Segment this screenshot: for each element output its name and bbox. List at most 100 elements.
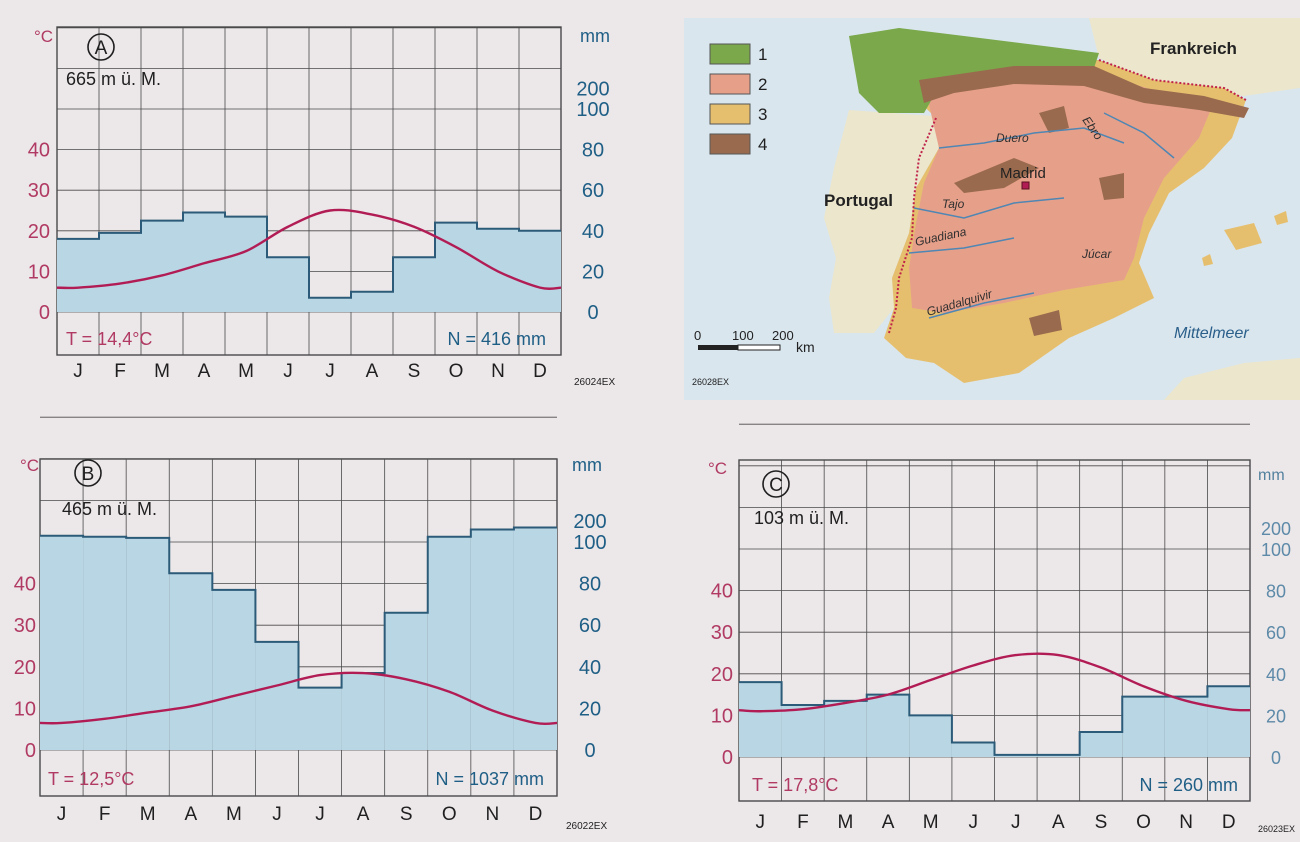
legend-swatch-3 [709, 103, 751, 125]
month-label: A [198, 361, 211, 382]
balearic-island-tiny [1202, 254, 1213, 266]
scale-unit: km [796, 339, 815, 355]
annual-temp-label: T = 14,4°C [66, 329, 152, 349]
precip-bar [781, 705, 825, 757]
zone-4-pyrenees [919, 66, 1249, 118]
precip-bar [99, 232, 141, 312]
precip-bar [1207, 686, 1250, 757]
precip-bar [40, 535, 84, 750]
precip-unit-label: mm [572, 455, 602, 475]
month-label: M [154, 361, 170, 382]
precip-bar [393, 257, 435, 312]
month-label: J [57, 804, 67, 825]
spain-relief-map: 1 2 3 4 Frankreich Portugal Madrid Duero… [684, 18, 1300, 400]
temperature-curve [39, 671, 558, 726]
month-label: M [140, 804, 156, 825]
month-label: O [1136, 812, 1151, 833]
zone-2-land [909, 73, 1214, 313]
climate-chart-a: °C mm A 665 m ü. M. T = 14,4°C N = 416 m… [28, 26, 616, 388]
precip-bar [126, 537, 170, 750]
chart-label-c: C [769, 475, 783, 496]
precip-bar [519, 230, 561, 312]
legend-swatch-1 [709, 43, 751, 65]
portugal-land [824, 110, 939, 333]
precip-bar [951, 742, 995, 757]
month-label: J [968, 812, 978, 833]
river-tajo [913, 197, 1065, 219]
river-guadalquivir [928, 292, 1035, 319]
elevation-label: 465 m ü. M. [62, 499, 157, 519]
zone-1-land [849, 28, 1099, 113]
month-label: N [1179, 812, 1193, 833]
river-guadiana [908, 237, 1015, 254]
temperature-curve [738, 652, 1251, 713]
month-label: S [1095, 812, 1108, 833]
month-label: O [449, 361, 464, 382]
month-label: F [114, 361, 126, 382]
precip-tick-label: 200 [573, 511, 606, 533]
precip-tick-label: 40 [579, 657, 601, 679]
month-label: O [442, 804, 457, 825]
scale-tick-0: 0 [694, 328, 701, 343]
precip-tick-label: 60 [582, 180, 604, 202]
precip-bar [824, 700, 867, 757]
precip-tick-label: 60 [579, 615, 601, 637]
precip-bar [435, 222, 477, 312]
month-label: J [756, 812, 766, 833]
chart-label-a: A [95, 38, 108, 59]
month-label: D [1222, 812, 1236, 833]
label-frankreich: Frankreich [1150, 39, 1237, 58]
map-scale-bar: 0 100 200 km [694, 328, 815, 355]
map-legend: 1 2 3 4 [709, 43, 767, 155]
legend-label-3: 3 [758, 105, 767, 124]
scale-tick-200: 200 [772, 328, 794, 343]
precip-tick-label: 40 [1266, 665, 1286, 685]
precip-bar [1164, 696, 1208, 757]
precip-tick-label: 200 [1261, 519, 1291, 539]
month-label: D [529, 804, 543, 825]
precip-bar [341, 673, 385, 750]
precip-bar [1079, 732, 1123, 757]
month-label: M [238, 361, 254, 382]
chart-code: 26024EX [574, 377, 615, 388]
precip-unit-label: mm [580, 26, 610, 46]
annual-temp-label: T = 17,8°C [752, 775, 838, 795]
precip-bar [384, 612, 428, 750]
chart-label-badge-b: B [74, 459, 102, 487]
annual-precip-label: N = 416 mm [447, 329, 546, 349]
precip-bar [169, 573, 213, 750]
label-jucar: Júcar [1081, 247, 1112, 261]
temp-tick-label: 40 [711, 581, 733, 603]
precip-bar [1122, 696, 1165, 757]
label-mittelmeer: Mittelmeer [1174, 325, 1249, 342]
precip-outline [739, 681, 1250, 756]
legend-swatch-4 [709, 133, 751, 155]
precip-bar [83, 536, 127, 750]
chart-label-badge-c: C [762, 470, 790, 498]
month-label: S [400, 804, 413, 825]
annual-temp-label: T = 12,5°C [48, 769, 134, 789]
temp-tick-label: 40 [28, 140, 50, 162]
chart-label-badge-a: A [87, 33, 115, 61]
month-label: N [491, 361, 505, 382]
temp-tick-label: 0 [25, 740, 36, 762]
climate-chart-b: °C mm B 465 m ü. M. T = 12,5°C N = 1037 … [14, 416, 607, 832]
temp-tick-label: 20 [14, 657, 36, 679]
month-label: A [184, 804, 197, 825]
month-label: A [882, 812, 895, 833]
month-label: A [366, 361, 379, 382]
balearic-island [1224, 223, 1262, 250]
legend-label-2: 2 [758, 75, 767, 94]
annual-precip-label: N = 260 mm [1139, 775, 1238, 795]
precip-tick-label: 20 [579, 698, 601, 720]
precip-bar [866, 694, 910, 757]
legend-label-1: 1 [758, 45, 767, 64]
month-label: S [408, 361, 421, 382]
temp-tick-label: 10 [28, 261, 50, 283]
chart-label-b: B [82, 464, 95, 485]
border-line-pyrenees [1098, 59, 1247, 101]
label-duero: Duero [996, 131, 1029, 145]
precip-outline [40, 526, 557, 689]
month-label: A [1052, 812, 1065, 833]
zone-4-central-range [954, 158, 1039, 193]
